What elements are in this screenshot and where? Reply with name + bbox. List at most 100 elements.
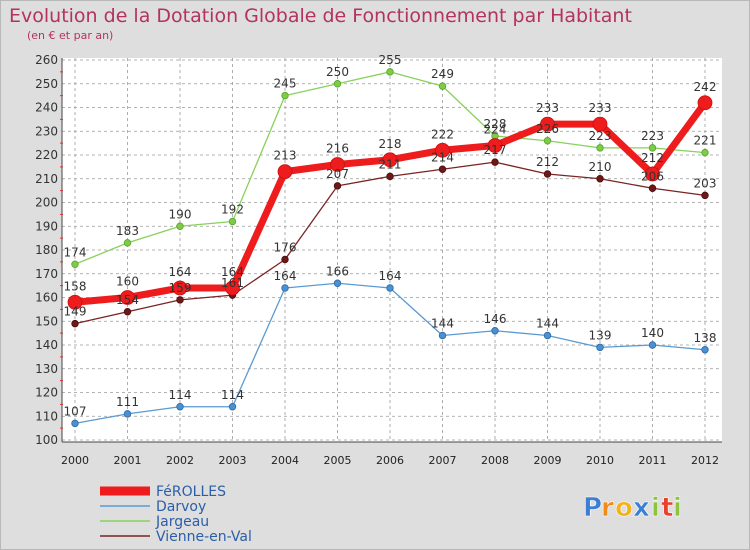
data-label: 226 (536, 122, 559, 136)
data-label: 190 (169, 207, 192, 221)
data-label: 249 (431, 67, 454, 81)
data-label: 114 (221, 388, 244, 402)
chart-subtitle: (en € et par an) (27, 29, 114, 42)
data-label: 223 (641, 129, 664, 143)
data-label: 255 (379, 53, 402, 67)
data-label: 203 (694, 176, 717, 190)
data-label: 164 (379, 269, 402, 283)
data-point (438, 82, 447, 90)
data-label: 212 (641, 151, 664, 165)
logo-letter: i (651, 493, 660, 523)
x-tick-label: 2007 (429, 454, 457, 467)
data-label: 210 (589, 160, 612, 174)
data-label: 176 (274, 241, 297, 255)
data-label: 164 (274, 269, 297, 283)
logo-letter: o (615, 493, 633, 523)
data-point (645, 166, 660, 182)
data-point (176, 296, 184, 304)
y-tick-label: 220 (35, 148, 58, 162)
y-tick-label: 100 (35, 433, 58, 447)
data-point (543, 170, 552, 178)
data-label: 224 (484, 123, 507, 137)
legend-label: FéROLLES (156, 484, 226, 500)
data-label: 233 (589, 101, 612, 115)
data-label: 233 (536, 101, 559, 115)
data-label: 183 (116, 224, 139, 238)
data-label: 213 (274, 149, 297, 163)
logo-letter: i (673, 493, 682, 523)
data-point (596, 343, 604, 352)
data-label: 214 (431, 150, 454, 164)
y-tick-label: 150 (35, 314, 58, 328)
data-label: 161 (221, 276, 244, 290)
data-label: 207 (326, 167, 349, 181)
data-point (491, 327, 499, 335)
x-tick-label: 2009 (534, 454, 562, 467)
data-label: 158 (64, 279, 87, 293)
legend-label: Vienne-en-Val (156, 529, 252, 545)
data-point (701, 191, 709, 200)
data-point (697, 95, 713, 111)
data-point (281, 284, 289, 292)
data-point (386, 284, 394, 292)
logo-letter: x (633, 493, 650, 523)
data-label: 164 (169, 265, 192, 279)
x-tick-label: 2000 (61, 454, 89, 467)
data-point (330, 157, 345, 172)
x-tick-label: 2002 (166, 454, 194, 467)
data-label: 217 (484, 143, 507, 157)
x-tick-label: 2012 (691, 454, 719, 467)
data-point (592, 116, 608, 132)
data-point (596, 175, 604, 183)
data-label: 250 (326, 65, 349, 79)
y-tick-label: 140 (35, 338, 58, 352)
data-point (71, 260, 79, 268)
y-tick-label: 120 (35, 386, 58, 400)
data-point (596, 144, 604, 152)
data-point (701, 148, 709, 157)
data-point (333, 182, 342, 190)
data-label: 160 (116, 275, 139, 289)
data-point (71, 319, 79, 328)
data-label: 107 (64, 404, 87, 418)
data-label: 139 (589, 328, 612, 342)
logo-letter: P (583, 493, 602, 523)
y-tick-label: 170 (35, 267, 58, 281)
data-label: 222 (431, 127, 454, 141)
data-point (438, 331, 447, 340)
data-point (123, 410, 132, 418)
data-point (540, 116, 555, 132)
x-tick-label: 2005 (324, 454, 352, 467)
x-tick-label: 2011 (639, 454, 667, 467)
x-tick-label: 2004 (271, 454, 299, 467)
y-tick-label: 240 (35, 101, 58, 115)
data-label: 242 (694, 80, 717, 94)
y-tick-label: 260 (35, 53, 58, 67)
data-label: 114 (169, 388, 192, 402)
y-tick-label: 130 (35, 362, 58, 376)
data-label: 192 (221, 203, 244, 217)
data-point (333, 80, 342, 88)
logo-letter: t (661, 493, 673, 523)
data-point (333, 279, 342, 287)
data-point (543, 331, 552, 340)
y-tick-label: 190 (35, 219, 58, 233)
data-point (487, 138, 503, 153)
data-label: 245 (274, 77, 297, 91)
data-point (71, 419, 79, 428)
y-tick-label: 160 (35, 291, 58, 305)
data-point (123, 239, 132, 247)
data-label: 144 (536, 317, 559, 331)
data-point (386, 68, 394, 76)
y-tick-label: 230 (35, 124, 58, 138)
data-label: 154 (116, 293, 139, 307)
data-point (435, 142, 450, 158)
data-label: 206 (641, 169, 664, 183)
x-tick-label: 2008 (481, 454, 509, 467)
data-label: 138 (694, 331, 717, 345)
data-point (281, 91, 289, 100)
data-point (281, 255, 289, 264)
data-label: 159 (169, 281, 192, 295)
data-label: 149 (64, 305, 87, 319)
data-point (67, 294, 83, 310)
